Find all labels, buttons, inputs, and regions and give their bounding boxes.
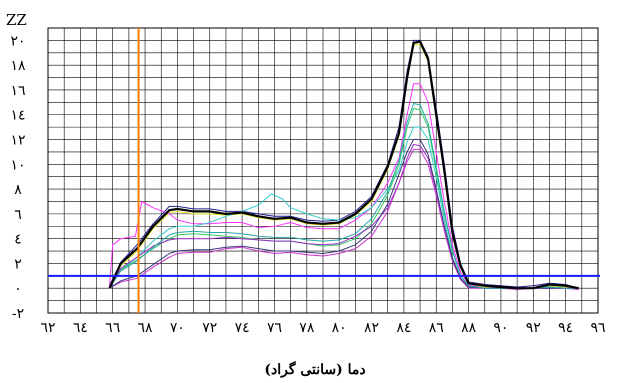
series-line-5 xyxy=(109,126,579,289)
series-line-3 xyxy=(109,43,579,289)
x-tick-label: ٨٠ xyxy=(332,320,347,336)
x-tick-label: ٨٢ xyxy=(364,320,379,336)
x-tick-labels: ٦٢ ٦٤ ٦٦ ٦٨ ٧٠ ٧٢ ٧٤ ٧٦ ٧٨ ٨٠ ٨٢ ٨٤ ٨٦ ٨٨ ٩٠ ٩٢ ٩٤ ٩٦ xyxy=(40,320,605,336)
x-tick-label: ٩٤ xyxy=(558,320,573,336)
series-line-7 xyxy=(109,144,579,289)
x-tick-label: ٦٢ xyxy=(40,320,55,336)
series-line-2 xyxy=(109,39,579,289)
y-tick-label: ٤ xyxy=(14,232,22,248)
y-tick-label: -٢ xyxy=(12,306,24,322)
x-tick-label: ٧٠ xyxy=(170,320,185,336)
x-tick-label: ٦٨ xyxy=(138,320,154,336)
series-line-6 xyxy=(109,108,579,289)
y-tick-label: ١٨ xyxy=(10,58,26,74)
x-tick-label: ٧٨ xyxy=(299,320,315,336)
x-tick-label: ٨٦ xyxy=(429,320,444,336)
y-tick-label: ١٦ xyxy=(10,83,25,99)
y-tick-label: ١٠ xyxy=(10,157,25,173)
y-tick-label: ٢ xyxy=(14,256,22,272)
y-tick-label: ٦ xyxy=(14,207,22,223)
x-tick-label: ٦٦ xyxy=(105,320,120,336)
x-tick-label: ٨٨ xyxy=(461,320,477,336)
x-tick-label: ٩٠ xyxy=(493,320,508,336)
series-line-1 xyxy=(108,40,579,290)
y-tick-label: ٢٠ xyxy=(10,33,25,49)
y-tick-label: ١٢ xyxy=(10,133,25,149)
x-tick-label: ٧٦ xyxy=(267,320,282,336)
x-tick-label: ٩٢ xyxy=(526,320,541,336)
x-tick-label: ٧٤ xyxy=(235,320,250,336)
x-tick-label: ٩٦ xyxy=(590,320,605,336)
y-tick-label: ٨ xyxy=(14,182,22,198)
x-axis-title: دما (سانتی گراد) xyxy=(264,361,365,378)
plot-frame xyxy=(47,27,599,314)
vertical-gridlines xyxy=(47,28,599,313)
series-group xyxy=(108,39,579,290)
y-tick-label: ٠ xyxy=(14,281,22,297)
x-tick-label: ٦٤ xyxy=(73,320,88,336)
series-line-10 xyxy=(109,103,579,289)
y-axis-label: ZZ xyxy=(6,11,27,29)
x-tick-label: ٨٤ xyxy=(396,320,411,336)
y-tick-label: ١٤ xyxy=(10,108,25,124)
x-tick-label: ٧٢ xyxy=(202,320,217,336)
